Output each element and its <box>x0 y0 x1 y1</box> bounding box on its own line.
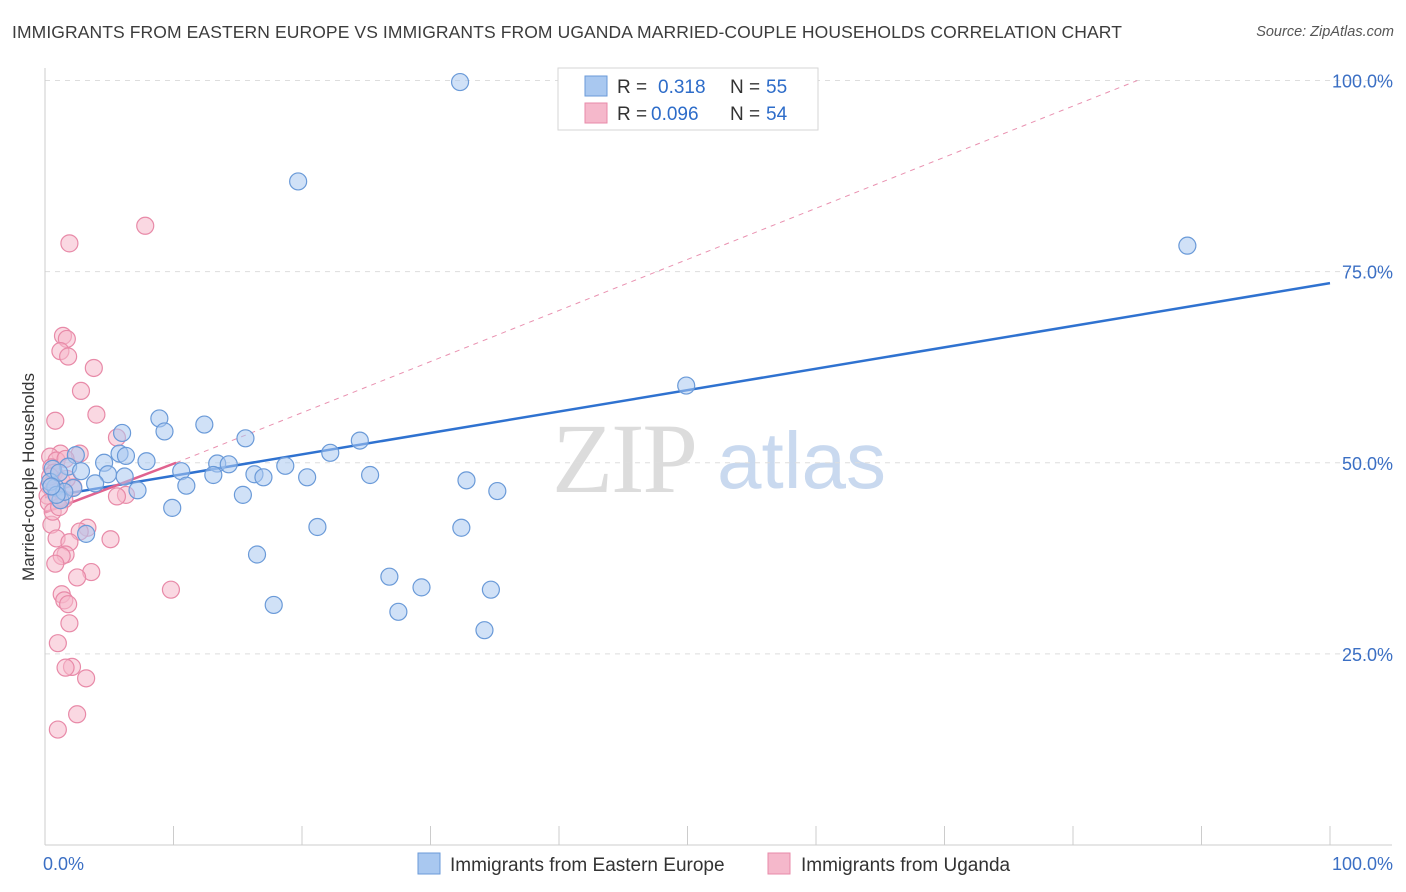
watermark-atlas: atlas <box>717 416 886 505</box>
point-uganda <box>107 487 127 506</box>
y-tick-label-75: 75.0% <box>1342 263 1393 283</box>
chart-title: IMMIGRANTS FROM EASTERN EUROPE VS IMMIGR… <box>12 22 1123 42</box>
correlation-legend: R = 0.318 N = 55 R = 0.096 N = 54 <box>557 67 819 131</box>
point-eastern-europe <box>389 602 408 621</box>
point-eastern-europe <box>289 172 308 191</box>
point-eastern-europe <box>481 580 500 599</box>
trendline-uganda-extension <box>175 80 1138 464</box>
point-eastern-europe <box>71 462 91 481</box>
x-tick-label-max: 100.0% <box>1332 854 1393 874</box>
point-eastern-europe <box>177 476 196 495</box>
point-eastern-europe <box>677 376 696 395</box>
point-uganda <box>101 530 120 549</box>
data-points <box>38 72 1197 739</box>
point-eastern-europe <box>128 481 147 500</box>
point-eastern-europe <box>308 517 327 537</box>
point-eastern-europe <box>488 481 507 501</box>
point-eastern-europe <box>236 429 255 448</box>
point-uganda <box>136 216 155 235</box>
legend-n-label-1: N = <box>730 77 760 98</box>
y-tick-label-25: 25.0% <box>1342 645 1393 665</box>
point-eastern-europe <box>412 578 431 597</box>
point-eastern-europe <box>452 518 471 537</box>
legend-n-label-2: N = <box>730 104 760 125</box>
legend-r-value-2: 0.096 <box>651 104 699 125</box>
x-tick-labels: 0.0% 100.0% <box>43 854 1393 874</box>
point-eastern-europe <box>457 471 476 490</box>
point-eastern-europe <box>1178 236 1197 255</box>
point-eastern-europe <box>233 485 252 504</box>
point-uganda <box>48 720 67 739</box>
point-eastern-europe <box>254 468 273 487</box>
gridlines <box>45 80 1392 655</box>
point-eastern-europe <box>350 431 369 450</box>
series-legend: Immigrants from Eastern Europe Immigrant… <box>417 852 1011 876</box>
point-eastern-europe <box>112 423 132 443</box>
point-eastern-europe <box>321 443 340 462</box>
point-eastern-europe <box>42 477 61 496</box>
point-eastern-europe <box>475 621 494 640</box>
point-eastern-europe <box>155 422 174 441</box>
point-eastern-europe <box>137 452 156 471</box>
point-eastern-europe <box>298 468 317 487</box>
watermark-zip: ZIP <box>552 403 696 514</box>
point-uganda <box>59 347 78 366</box>
point-eastern-europe <box>361 465 380 485</box>
point-eastern-europe <box>86 474 105 493</box>
point-uganda <box>77 669 96 688</box>
point-uganda <box>60 614 79 633</box>
point-uganda <box>56 658 75 677</box>
point-eastern-europe <box>50 463 69 482</box>
legend-n-value-1: 55 <box>766 77 787 98</box>
point-eastern-europe <box>115 467 134 486</box>
point-uganda <box>46 554 65 573</box>
point-uganda <box>84 358 103 378</box>
point-uganda <box>48 634 67 653</box>
point-eastern-europe <box>380 567 399 586</box>
legend-r-label-1: R = <box>617 77 647 98</box>
point-uganda <box>68 705 87 724</box>
source-label: Source: ZipAtlas.com <box>1256 24 1394 40</box>
y-tick-label-100: 100.0% <box>1332 72 1393 92</box>
series-legend-label-pink: Immigrants from Uganda <box>801 855 1011 876</box>
x-tick-label-min: 0.0% <box>43 854 84 874</box>
point-uganda <box>46 411 65 430</box>
point-eastern-europe <box>77 524 96 543</box>
y-tick-labels: 25.0% 50.0% 75.0% 100.0% <box>1332 72 1393 665</box>
point-uganda <box>59 595 78 614</box>
point-eastern-europe <box>116 446 136 465</box>
point-eastern-europe <box>204 465 223 485</box>
series-legend-label-blue: Immigrants from Eastern Europe <box>450 855 725 876</box>
legend-r-value-1: 0.318 <box>658 77 706 98</box>
legend-n-value-2: 54 <box>766 104 788 125</box>
watermark: ZIP atlas <box>552 403 886 514</box>
point-eastern-europe <box>247 545 267 564</box>
y-axis-label: Married-couple Households <box>19 373 38 581</box>
series-legend-swatch-pink <box>767 852 791 875</box>
point-eastern-europe <box>163 498 182 517</box>
legend-swatch-blue <box>584 75 608 97</box>
point-uganda <box>68 568 87 587</box>
point-uganda <box>60 234 79 253</box>
point-eastern-europe <box>276 456 295 475</box>
point-uganda <box>87 405 106 424</box>
point-eastern-europe <box>264 595 283 615</box>
y-tick-label-50: 50.0% <box>1342 454 1393 474</box>
point-uganda <box>71 381 91 401</box>
point-eastern-europe <box>195 415 214 434</box>
point-eastern-europe <box>219 455 238 474</box>
legend-swatch-pink <box>584 102 608 124</box>
point-uganda <box>161 580 181 599</box>
series-legend-swatch-blue <box>417 852 441 875</box>
legend-r-label-2: R = <box>617 104 647 125</box>
point-eastern-europe <box>450 72 470 92</box>
